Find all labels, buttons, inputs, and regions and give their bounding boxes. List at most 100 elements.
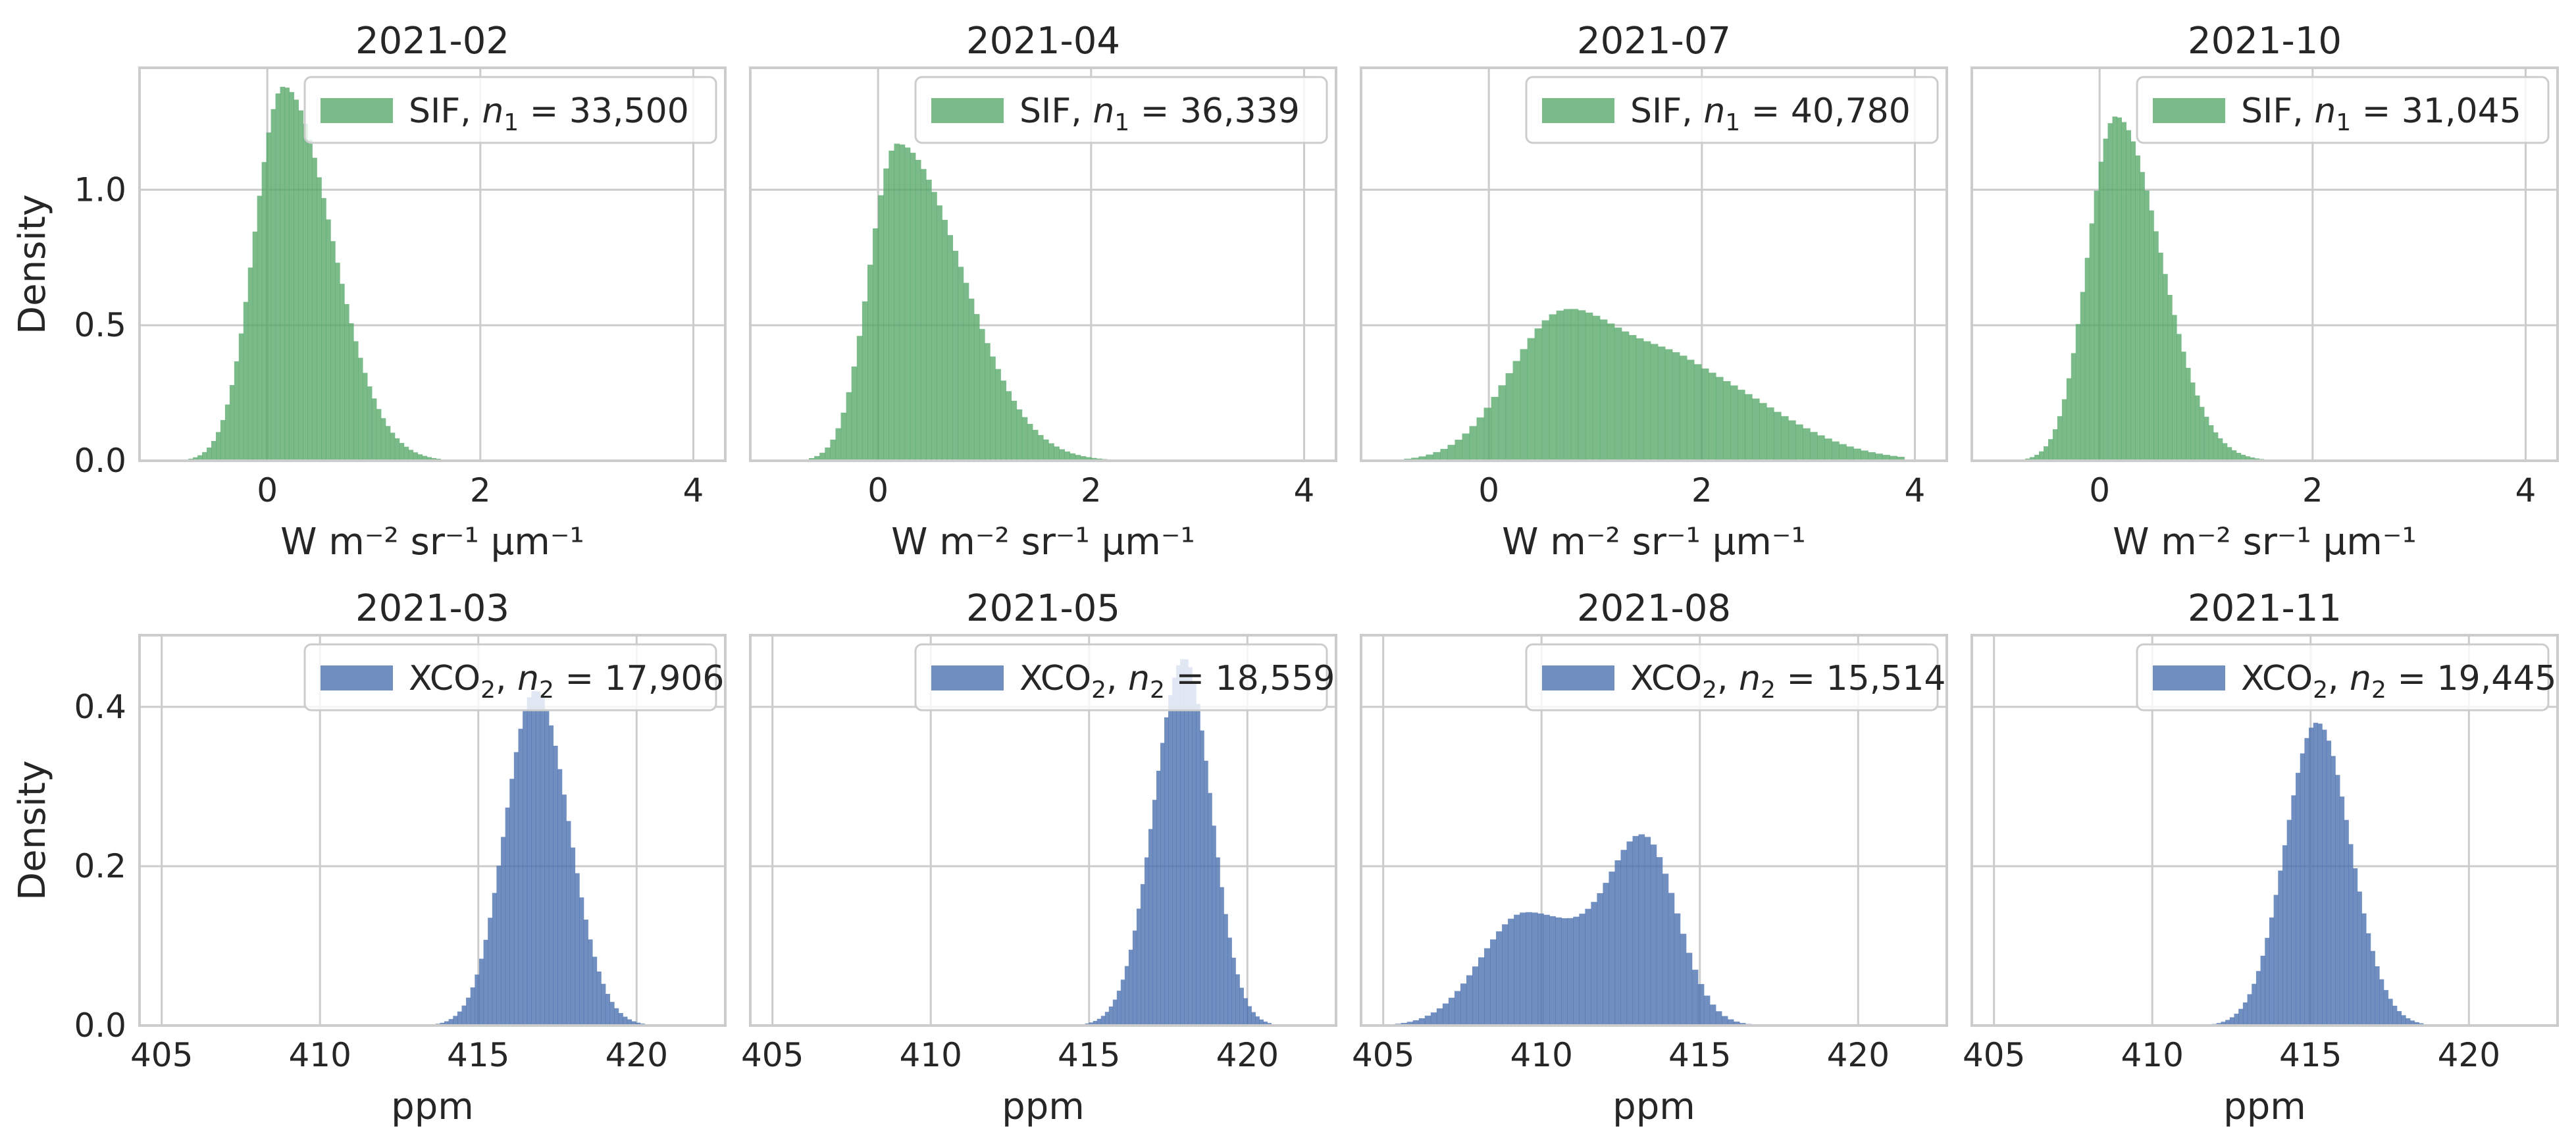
histogram-bar <box>2286 819 2292 1026</box>
histogram-bar <box>2194 395 2200 461</box>
histogram-bar <box>461 1005 467 1026</box>
histogram-bar <box>1549 314 1557 461</box>
x-axis-label: W m⁻² sr⁻¹ μm⁻¹ <box>2113 521 2417 563</box>
histogram-bar <box>1476 417 1485 461</box>
histogram-bar <box>899 144 906 461</box>
histogram-bar <box>2339 796 2345 1026</box>
histogram-bar <box>2163 274 2168 461</box>
histogram-bar <box>1128 949 1133 1026</box>
histogram-bar <box>1247 1006 1252 1026</box>
histogram-bar <box>1638 834 1645 1026</box>
histogram-bar <box>614 1008 619 1026</box>
histogram-bar <box>326 219 331 461</box>
histogram-bar <box>2396 1011 2402 1026</box>
histogram-bar <box>926 180 932 461</box>
histogram-bar <box>1703 995 1711 1026</box>
histogram-bar <box>1490 939 1497 1026</box>
histogram-bar <box>2039 451 2044 461</box>
histogram-bar <box>867 265 873 461</box>
histogram-bar <box>1172 677 1177 1026</box>
histogram-bar <box>1668 893 1675 1026</box>
axes-frame <box>1360 634 1948 1027</box>
histogram-bar <box>453 1016 458 1026</box>
histogram-bar <box>1532 912 1538 1026</box>
legend-swatch <box>321 665 393 690</box>
histogram-bar <box>1176 665 1181 1026</box>
histogram-bar <box>1259 1019 1264 1026</box>
x-axis-label: ppm <box>1002 1085 1085 1128</box>
histogram-bar <box>403 446 409 461</box>
histogram-bar <box>2112 117 2118 461</box>
histogram-bar <box>1686 952 1693 1026</box>
panel-title: 2021-04 <box>966 20 1120 63</box>
histogram-bar <box>1650 845 1657 1026</box>
histogram-bar <box>1609 871 1616 1026</box>
histogram-bar <box>931 192 937 461</box>
legend-swatch <box>1542 98 1614 123</box>
histogram-bar <box>2117 117 2123 461</box>
x-tick-label: 415 <box>447 1036 509 1074</box>
histogram-bar <box>2409 1020 2415 1026</box>
x-tick-label: 4 <box>1294 471 1315 509</box>
histogram-bar <box>380 418 386 461</box>
x-tick-label: 410 <box>1510 1036 1572 1074</box>
histogram-bar <box>284 88 290 461</box>
histogram-bar <box>1140 884 1145 1026</box>
histogram-bar <box>312 157 317 461</box>
histogram-bar <box>840 412 847 461</box>
histogram-bar <box>470 987 475 1026</box>
panel-title: 2021-11 <box>2188 587 2342 630</box>
histogram-bar <box>2234 1014 2239 1026</box>
x-tick-label: 410 <box>899 1036 962 1074</box>
legend-swatch <box>931 665 1004 690</box>
histogram-bar <box>2255 971 2261 1026</box>
histogram-bar <box>1626 841 1634 1026</box>
histogram-bar <box>531 690 536 1026</box>
legend-box <box>303 643 717 712</box>
histogram-bar <box>1727 1019 1734 1026</box>
legend-label: SIF, n1 = 31,045 <box>2241 91 2521 136</box>
histogram-bar <box>357 357 363 461</box>
histogram-bar <box>846 392 852 461</box>
histogram-bar <box>234 361 240 461</box>
legend-swatch <box>931 98 1004 123</box>
histogram-bar <box>1644 837 1651 1026</box>
histogram-bar <box>1000 380 1006 461</box>
histogram-bar <box>990 356 996 461</box>
histogram-bar <box>294 99 299 461</box>
histogram-bar <box>1657 346 1666 461</box>
histogram-bar <box>835 428 842 461</box>
histogram-bar <box>856 336 863 461</box>
histogram-bar <box>1591 902 1598 1026</box>
legend-label: SIF, n1 = 36,339 <box>1019 91 1300 136</box>
histogram-bar <box>2317 723 2323 1026</box>
histogram-bar <box>1599 319 1608 461</box>
x-tick-label: 4 <box>2515 471 2537 509</box>
histogram-bar <box>605 993 611 1026</box>
histogram-bar <box>2225 1020 2230 1026</box>
histogram-bar <box>1491 396 1499 461</box>
axes-frame <box>138 66 727 462</box>
histogram-bar <box>1537 913 1544 1026</box>
axes-frame <box>1971 634 2559 1027</box>
histogram-bar <box>2383 990 2388 1026</box>
histogram-bar <box>466 997 471 1026</box>
histogram-bar <box>1875 454 1883 461</box>
histogram-bar <box>2153 231 2159 461</box>
histogram-bar <box>904 147 911 461</box>
histogram-bar <box>1526 912 1532 1026</box>
histogram-bar <box>317 177 322 461</box>
histogram-bar <box>1124 966 1129 1026</box>
histogram-bar <box>2388 999 2393 1026</box>
histogram-bar <box>2300 753 2306 1026</box>
histogram-bar <box>2167 294 2173 461</box>
x-tick-label: 415 <box>2279 1036 2342 1074</box>
histogram-bar <box>2044 446 2049 461</box>
histogram-bar <box>1132 930 1137 1026</box>
histogram-bar <box>2185 367 2191 461</box>
histogram-bar <box>408 450 414 461</box>
histogram-bar <box>501 837 506 1026</box>
legend-box <box>914 76 1328 144</box>
histogram-bar <box>1096 1018 1102 1026</box>
histogram-bar <box>548 725 554 1026</box>
